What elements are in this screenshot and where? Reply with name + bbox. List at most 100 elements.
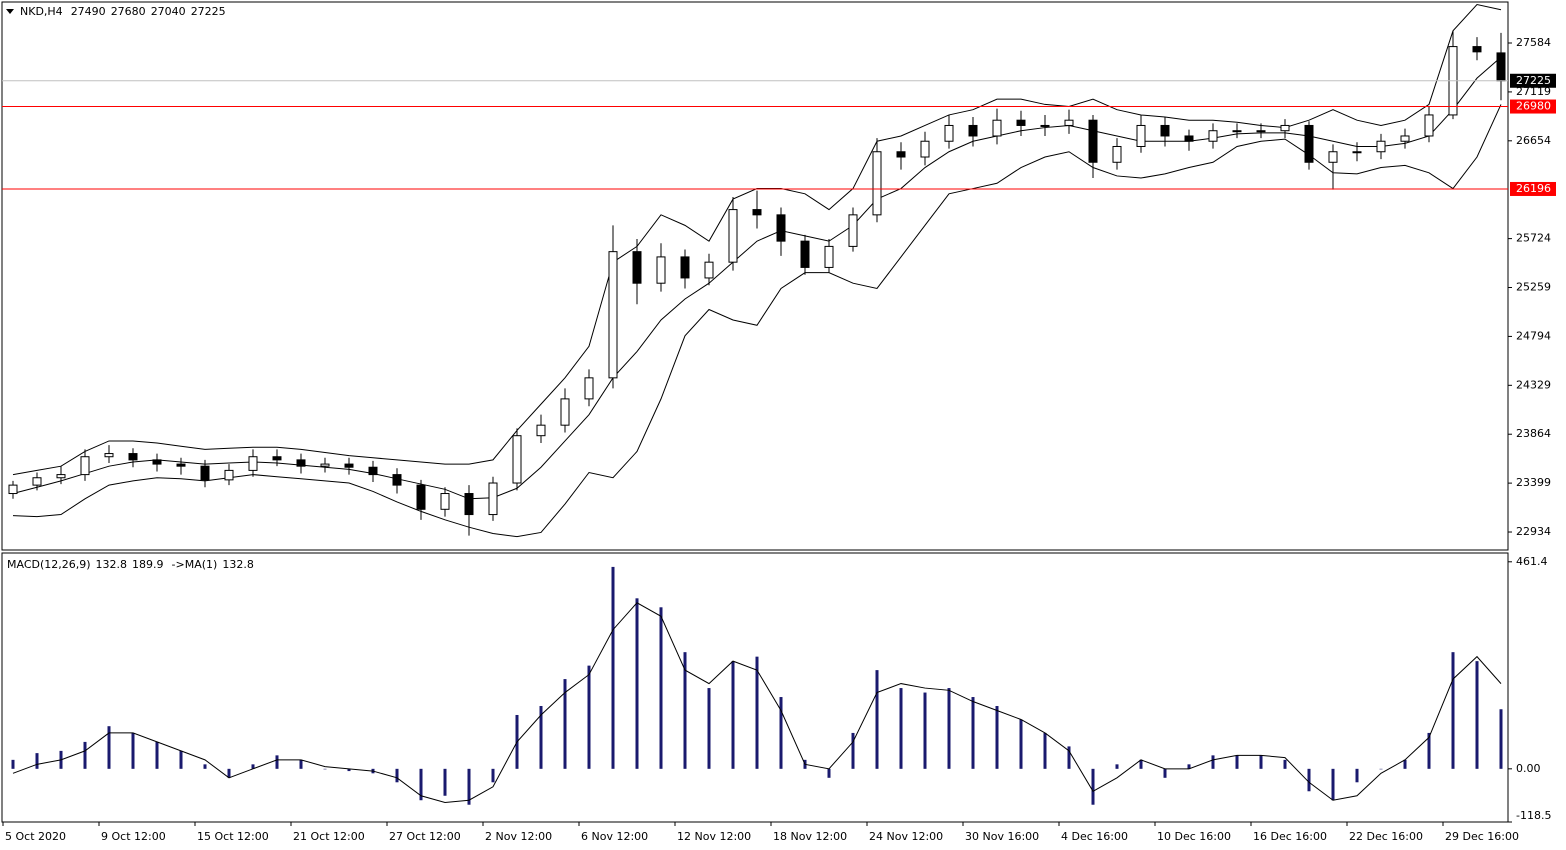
candle-body — [1088, 119, 1098, 163]
macd-bar — [1283, 759, 1287, 769]
level-tag — [1510, 99, 1556, 114]
x-tick-label: 10 Dec 16:00 — [1157, 830, 1231, 843]
signal-line — [12, 602, 1502, 803]
macd-bar — [227, 768, 231, 778]
macd-bar — [467, 768, 471, 805]
macd-bar — [1427, 732, 1431, 769]
macd-bar — [611, 566, 615, 769]
candle-body — [872, 151, 882, 216]
candle-body — [656, 256, 666, 284]
candle-body — [1064, 119, 1074, 126]
macd-pane — [1, 552, 1509, 823]
macd-bar — [827, 768, 831, 778]
macd-bar — [779, 697, 783, 769]
macd-bar — [683, 652, 687, 769]
candle-body — [176, 463, 186, 467]
macd-bar — [323, 768, 327, 770]
macd-bar — [731, 661, 735, 769]
last-price-tag — [1510, 73, 1556, 88]
y-tick-label: 0.00 — [1516, 762, 1541, 775]
candle-body — [488, 482, 498, 516]
macd-bar — [851, 732, 855, 769]
x-tick-label: 16 Dec 16:00 — [1253, 830, 1327, 843]
x-tick-label: 12 Nov 12:00 — [677, 830, 751, 843]
level-label: 26980 — [1516, 100, 1551, 113]
level-label: 26196 — [1516, 182, 1551, 195]
macd-bar — [443, 768, 447, 796]
macd-bar — [299, 759, 303, 769]
candle-body — [80, 456, 90, 476]
candle-body — [392, 474, 402, 486]
macd-bar — [1307, 768, 1311, 792]
candle-body — [224, 469, 234, 481]
macd-bar — [155, 741, 159, 769]
x-tick-label: 2 Nov 12:00 — [485, 830, 552, 843]
candle-body — [320, 463, 330, 467]
macd-bar — [899, 688, 903, 769]
candle-body — [416, 484, 426, 510]
candle-body — [200, 465, 210, 481]
candle-body — [752, 209, 762, 216]
candle-body — [344, 463, 354, 468]
y-tick-label: 27119 — [1516, 85, 1551, 98]
level-tag — [1510, 181, 1556, 196]
price-header: NKD,H4 27490 27680 27040 27225 — [20, 5, 226, 18]
macd-bar — [1331, 768, 1335, 801]
candle-body — [1352, 151, 1362, 154]
macd-bar — [347, 768, 351, 772]
macd-bar — [1451, 652, 1455, 769]
macd-bar — [875, 670, 879, 769]
macd-bar — [419, 768, 423, 801]
macd-bar — [1115, 764, 1119, 769]
macd-bar — [1499, 709, 1503, 769]
menu-arrow[interactable] — [6, 9, 14, 14]
last-price-label: 27225 — [1516, 74, 1551, 87]
macd-bar — [635, 598, 639, 769]
candle-body — [776, 214, 786, 242]
candle-body — [1472, 46, 1482, 53]
macd-bar — [1091, 768, 1095, 805]
macd-bar — [1043, 732, 1047, 769]
y-tick-label: 22934 — [1516, 525, 1551, 538]
x-tick-label: 27 Oct 12:00 — [389, 830, 461, 843]
macd-bar — [83, 741, 87, 769]
macd-bar — [1355, 768, 1359, 783]
x-tick-label: 9 Oct 12:00 — [101, 830, 166, 843]
macd-bar — [947, 688, 951, 769]
macd-bar — [1475, 661, 1479, 769]
x-tick-label: 29 Dec 16:00 — [1445, 830, 1519, 843]
candle-body — [584, 377, 594, 400]
macd-bar — [1235, 755, 1239, 769]
candle-body — [608, 251, 618, 379]
macd-bar — [491, 768, 495, 783]
y-tick-label: 25724 — [1516, 232, 1551, 245]
y-tick-label: 461.4 — [1516, 555, 1548, 568]
header-high: 27680 — [111, 5, 146, 18]
candle-body — [1160, 124, 1170, 137]
macd-bar — [539, 706, 543, 769]
ma-value: 132.8 — [222, 558, 254, 571]
symbol: NKD,H4 — [20, 5, 63, 18]
candle-body — [128, 453, 138, 461]
macd-bar — [395, 768, 399, 783]
y-tick-label: -118.5 — [1516, 809, 1551, 822]
candle-body — [680, 256, 690, 279]
candle-body — [1208, 130, 1218, 142]
candle-body — [296, 459, 306, 467]
candle-body — [1328, 151, 1338, 163]
macd-bar — [995, 706, 999, 769]
macd-bar — [587, 665, 591, 769]
candle-body — [32, 477, 42, 486]
candle-body — [896, 151, 906, 158]
x-tick-label: 21 Oct 12:00 — [293, 830, 365, 843]
price-pane — [1, 1, 1509, 551]
candle-body — [632, 251, 642, 284]
macd-bar — [1259, 755, 1263, 769]
candle-body — [848, 214, 858, 247]
x-tick-label: 6 Nov 12:00 — [581, 830, 648, 843]
candle-body — [824, 245, 834, 268]
macd-bar — [1379, 768, 1383, 770]
candle-body — [1112, 145, 1122, 163]
macd-bar — [923, 692, 927, 769]
